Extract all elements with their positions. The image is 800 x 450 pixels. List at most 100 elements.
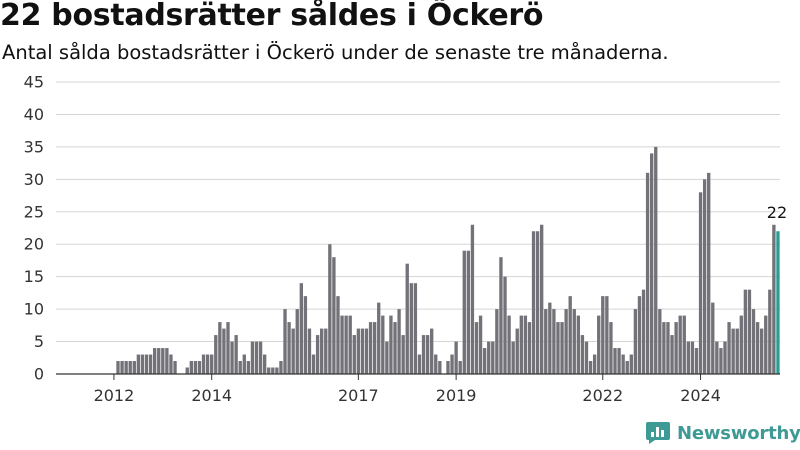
newsworthy-logo: Newsworthy [645, 421, 800, 445]
bar [258, 341, 263, 374]
bar [556, 322, 560, 374]
bar [633, 309, 638, 374]
bar [755, 322, 760, 374]
bar [124, 361, 128, 374]
bar [352, 335, 356, 374]
bar [299, 283, 303, 374]
bar [283, 309, 287, 374]
bar [340, 315, 344, 374]
bar [222, 328, 226, 374]
y-tick-label: 35 [24, 137, 44, 156]
bar [430, 328, 434, 374]
bar [552, 309, 556, 374]
bar [482, 348, 487, 374]
x-tick-label: 2024 [680, 386, 721, 405]
bar [128, 361, 132, 374]
latest-value-label: 22 [767, 203, 787, 222]
bar [356, 328, 361, 374]
bar [731, 328, 735, 374]
bar [267, 367, 271, 374]
bar [535, 231, 540, 374]
bar [658, 309, 662, 374]
bars [116, 146, 780, 374]
bar [348, 315, 352, 374]
bar [584, 341, 589, 374]
bar [715, 341, 719, 374]
bar [230, 341, 234, 374]
bar [588, 361, 593, 374]
bar [389, 315, 393, 374]
bar [372, 322, 377, 374]
bar [751, 309, 756, 374]
bar [519, 315, 523, 374]
bar [189, 361, 193, 374]
x-tick-label: 2019 [436, 386, 477, 405]
bar [291, 328, 295, 374]
bar [641, 289, 646, 374]
bar [592, 354, 597, 374]
bar [544, 309, 548, 374]
bar [336, 296, 340, 374]
y-tick-label: 20 [24, 235, 44, 254]
bar [548, 302, 552, 374]
bar [466, 250, 471, 374]
bar [132, 361, 136, 374]
bar [201, 354, 206, 374]
bar [234, 335, 238, 374]
bar-latest [776, 231, 780, 374]
bar [470, 224, 475, 374]
x-tick-label: 2022 [582, 386, 623, 405]
bar [613, 348, 617, 374]
bar [621, 354, 625, 374]
bar [678, 315, 682, 374]
bar [173, 361, 177, 374]
y-tick-label: 45 [24, 73, 44, 92]
bar [161, 348, 165, 374]
bar [759, 328, 764, 374]
bar [560, 322, 564, 374]
bar [116, 361, 120, 374]
bar [458, 361, 462, 374]
bar [385, 341, 389, 374]
bar [262, 354, 267, 374]
bar [311, 354, 316, 374]
bar [609, 322, 613, 374]
bar [242, 354, 246, 374]
bar [702, 179, 707, 374]
bar [254, 341, 259, 374]
bar [503, 276, 507, 374]
bar [487, 341, 491, 374]
bar [605, 296, 609, 374]
bar [344, 315, 348, 374]
bar [377, 302, 381, 374]
bar [226, 322, 230, 374]
bar [768, 289, 772, 374]
bar [434, 354, 438, 374]
bar [686, 341, 691, 374]
bar [271, 367, 275, 374]
bar [368, 322, 373, 374]
bar [393, 322, 397, 374]
bar [764, 315, 768, 374]
bar [165, 348, 169, 374]
bar [772, 224, 776, 374]
bar [637, 296, 642, 374]
bar [576, 315, 581, 374]
bar [328, 244, 332, 374]
bar [727, 322, 731, 374]
bar [572, 309, 576, 374]
bar [364, 328, 369, 374]
bar [662, 322, 666, 374]
chart-subtitle: Antal sålda bostadsrätter i Öckerö under… [2, 41, 669, 64]
bar [682, 315, 686, 374]
bar [413, 283, 418, 374]
bar [499, 257, 503, 374]
bar [324, 328, 328, 374]
y-tick-label: 5 [34, 332, 44, 351]
bar [515, 328, 519, 374]
bar [120, 361, 124, 374]
bar [315, 335, 320, 374]
bar [580, 335, 585, 374]
bar [425, 335, 430, 374]
bar [645, 172, 650, 374]
